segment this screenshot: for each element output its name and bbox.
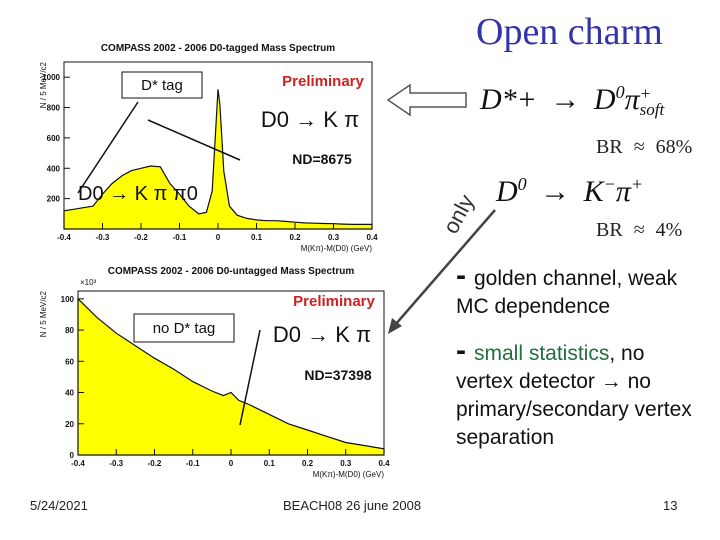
x-tick-label: -0.2 — [134, 233, 148, 242]
d0-br-value: 4% — [655, 219, 683, 241]
diagonal-arrow-line — [394, 209, 496, 326]
signal-count-label: ND=37398 — [304, 367, 372, 383]
y-tick-label: 20 — [65, 420, 74, 429]
x-tick-label: -0.1 — [186, 459, 200, 468]
signal-decay-label: D0 → K π — [273, 322, 371, 347]
slide-title: Open charm — [476, 11, 663, 53]
bullet-dash: - — [456, 259, 466, 292]
footer-event: BEACH08 26 june 2008 — [283, 498, 422, 513]
signal-pointer-line — [239, 329, 261, 426]
y-multiplier-label: ×10³ — [80, 278, 97, 287]
x-tick-label: -0.4 — [57, 233, 71, 242]
x-axis-label: M(Kπ)-M(D0) (GeV) — [301, 244, 373, 253]
bullet-small-statistics: - small statistics, no vertex detector → … — [456, 334, 706, 452]
x-tick-label: 0.1 — [264, 459, 276, 468]
bullet-text: , no vertex detector → no primary/second… — [456, 342, 692, 449]
y-tick-label: 80 — [65, 326, 74, 335]
y-axis-label: N / 5 MeV/c2 — [39, 61, 48, 108]
untagged-spectrum-chart: -0.4 -0.3 -0.2 -0.1 0 0.1 0.2 0.3 0.4 100 80 60 40 20… — [38, 262, 394, 479]
x-tick-label: -0.3 — [109, 459, 123, 468]
d0-kaon: K — [583, 175, 604, 208]
x-axis-label: M(Kπ)-M(D0) (GeV) — [313, 470, 385, 479]
x-tick-label: 0.2 — [289, 233, 301, 242]
bullet-highlight: small statistics — [474, 342, 610, 365]
tagged-spectrum-chart: -0.4 -0.3 -0.2 -0.1 0 0.1 0.2 0.3 0.4 1000 800 600 4… — [38, 40, 382, 272]
dstar-daughter: D — [593, 83, 616, 116]
tag-box — [133, 313, 235, 343]
dstar-br-value: 68% — [655, 136, 693, 158]
reflection-decay-label: D0 → K π π0 — [78, 183, 198, 205]
preliminary-label: Preliminary — [293, 293, 375, 310]
left-block-arrow — [386, 83, 467, 117]
d0-br-approx: ≈ — [633, 219, 645, 241]
tag-label: no D* tag — [153, 320, 216, 337]
d0-pion-sup: + — [630, 174, 644, 194]
y-tick-label: 400 — [47, 164, 61, 173]
d0-pion: π — [615, 175, 631, 208]
x-tick-label: 0.3 — [340, 459, 352, 468]
histogram-area — [77, 297, 385, 456]
page-number: 13 — [663, 498, 678, 513]
x-tick-label: 0.4 — [378, 459, 390, 468]
d0-arrow: → — [540, 175, 571, 208]
signal-decay-label: D0 → K π — [261, 107, 359, 132]
footer-date: 5/24/2021 — [30, 498, 88, 513]
x-tick-label: -0.1 — [173, 233, 187, 242]
chart-title: COMPASS 2002 - 2006 D0-untagged Mass Spe… — [108, 266, 355, 277]
bullet-text: golden channel, weak MC dependence — [456, 267, 678, 318]
x-tick-label: -0.4 — [71, 459, 85, 468]
bullet-dash: - — [456, 334, 466, 367]
x-tick-label: 0 — [216, 233, 221, 242]
signal-count-label: ND=8675 — [292, 151, 352, 167]
d0-decay-equation: D0 → K−π+ — [496, 174, 643, 209]
y-tick-label: 600 — [47, 134, 61, 143]
bullet-golden-channel: - golden channel, weak MC dependence — [456, 259, 706, 321]
dstar-br-label: BR — [596, 136, 623, 158]
dstar-pion-sup: + — [639, 84, 652, 104]
tag-pointer-line — [147, 119, 241, 161]
dstar-decay-equation: D*+ → D0π + soft — [480, 82, 664, 118]
dstar-br-approx: ≈ — [633, 136, 645, 158]
x-tick-label: 0 — [229, 459, 234, 468]
chart-frame — [38, 40, 382, 272]
y-tick-label: 60 — [65, 357, 74, 366]
x-tick-label: 0.1 — [251, 233, 263, 242]
d0-parent-sup: 0 — [517, 174, 527, 194]
x-tick-label: -0.3 — [96, 233, 110, 242]
d0-kaon-sup: − — [603, 174, 616, 194]
x-tick-label: 0.2 — [302, 459, 314, 468]
x-tick-label: 0.3 — [328, 233, 340, 242]
dstar-pion-sub: soft — [639, 100, 665, 120]
d0-br-label: BR — [596, 219, 623, 241]
d0-parent: D — [496, 175, 518, 208]
tag-box — [121, 71, 203, 99]
reflection-pointer-line — [77, 101, 139, 194]
dstar-arrow: → — [550, 83, 581, 116]
dstar-daughter-sup: 0 — [615, 82, 625, 102]
y-tick-label: 1000 — [42, 73, 60, 82]
d0-branching-ratio: BR ≈ 4% — [596, 219, 682, 242]
preliminary-label: Preliminary — [282, 73, 364, 90]
y-tick-label: 800 — [47, 104, 61, 113]
histogram-area — [63, 89, 373, 230]
y-axis-label: N / 5 MeV/c2 — [39, 290, 48, 337]
y-tick-label: 40 — [65, 389, 74, 398]
tag-label: D* tag — [141, 77, 183, 94]
y-tick-label: 200 — [47, 195, 61, 204]
dstar-pion: π — [624, 83, 640, 116]
dstar-branching-ratio: BR ≈ 68% — [596, 136, 692, 159]
chart-title: COMPASS 2002 - 2006 D0-tagged Mass Spect… — [101, 43, 335, 54]
diagonal-arrow-head — [388, 318, 402, 334]
x-tick-label: -0.2 — [148, 459, 162, 468]
dstar-parent: D*+ — [480, 83, 537, 116]
y-tick-label: 100 — [61, 295, 75, 304]
y-tick-label: 0 — [70, 451, 75, 460]
x-tick-label: 0.4 — [366, 233, 378, 242]
